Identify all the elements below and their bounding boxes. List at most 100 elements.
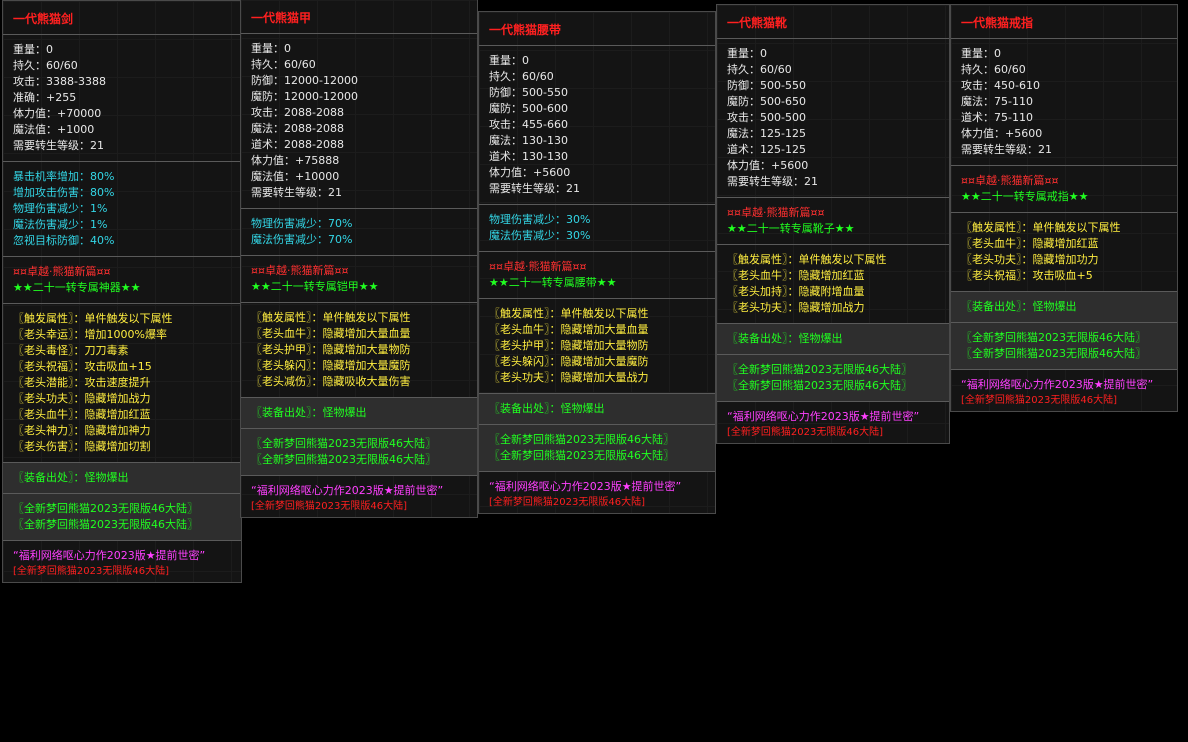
divider: [241, 302, 477, 303]
land-line: 〖全新梦回熊猫2023无限版46大陆〗: [489, 433, 674, 446]
stat-line: 体力值：+5600: [961, 127, 1043, 140]
divider: [717, 323, 949, 324]
section-band: [3, 494, 241, 540]
section-band: [717, 324, 949, 354]
trait-line: 〖触发属性〗：单件触发以下属性: [961, 221, 1121, 234]
land-line: 〖全新梦回熊猫2023无限版46大陆〗: [961, 347, 1146, 360]
section-band: [241, 398, 477, 428]
trait-line: 〖老头功夫〗：隐藏增加功力: [961, 253, 1099, 266]
land-line: 〖全新梦回熊猫2023无限版46大陆〗: [13, 502, 198, 515]
stat-line: 魔法：75-110: [961, 95, 1033, 108]
footer: [全新梦回熊猫2023无限版46大陆]: [489, 497, 645, 508]
trait-line: 〖老头加持〗：隐藏附增血量: [727, 285, 865, 298]
bonus-line: 物理伤害减少：30%: [489, 213, 591, 226]
stat-line: 魔法：125-125: [727, 127, 806, 140]
item-tooltip: 一代熊猫腰带 重量：0 持久：60/60 防御：500-550 魔防：500-600 攻击…: [478, 11, 716, 514]
trait-line: 〖老头功夫〗：隐藏增加战力: [727, 301, 865, 314]
item-title: 一代熊猫剑: [13, 12, 74, 26]
item-title: 一代熊猫戒指: [961, 16, 1034, 30]
set-tag: ★★二十一转专属铠甲★★: [251, 280, 379, 293]
stat-line: 重量：0: [489, 54, 529, 67]
item-source: 〖装备出处〗：怪物爆出: [251, 406, 367, 419]
trait-line: 〖老头血牛〗：隐藏增加大量血量: [251, 327, 411, 340]
item-tooltip: 一代熊猫戒指 重量：0 持久：60/60 攻击：450-610 魔法：75-110 道术：…: [950, 4, 1178, 412]
land-line: 〖全新梦回熊猫2023无限版46大陆〗: [251, 437, 436, 450]
stat-line: 需要转生等级：21: [727, 175, 818, 188]
section-band: [951, 292, 1177, 322]
divider: [479, 45, 715, 46]
stat-line: 魔法：130-130: [489, 134, 568, 147]
divider: [479, 471, 715, 472]
stat-line: 体力值：+5600: [727, 159, 809, 172]
section-band: [241, 429, 477, 475]
slogan: “福利网络呕心力作2023版★提前世密”: [727, 410, 920, 423]
item-source: 〖装备出处〗：怪物爆出: [489, 402, 605, 415]
trait-line: 〖老头血牛〗：隐藏增加红蓝: [727, 269, 865, 282]
set-tag: ★★二十一转专属戒指★★: [961, 190, 1089, 203]
divider: [951, 212, 1177, 213]
divider: [241, 33, 477, 34]
divider: [479, 393, 715, 394]
land-line: 〖全新梦回熊猫2023无限版46大陆〗: [251, 453, 436, 466]
stat-line: 魔防：12000-12000: [251, 90, 358, 103]
divider: [241, 475, 477, 476]
stat-line: 需要转生等级：21: [489, 182, 580, 195]
stat-line: 道术：75-110: [961, 111, 1033, 124]
divider: [717, 38, 949, 39]
stat-line: 攻击：450-610: [961, 79, 1040, 92]
bonus-line: 物理伤害减少：70%: [251, 217, 353, 230]
divider: [717, 354, 949, 355]
set-name: ¤¤卓越·熊猫新篇¤¤: [961, 174, 1059, 187]
divider: [241, 255, 477, 256]
trait-line: 〖老头血牛〗：隐藏增加大量血量: [489, 323, 649, 336]
item-tooltip: 一代熊猫甲 重量：0 持久：60/60 防御：12000-12000 魔防：12000-…: [240, 0, 478, 518]
divider: [479, 204, 715, 205]
stat-line: 魔防：500-600: [489, 102, 568, 115]
bonus-line: 魔法伤害减少：70%: [251, 233, 353, 246]
trait-line: 〖老头护甲〗：隐藏增加大量物防: [251, 343, 411, 356]
item-tooltip: 一代熊猫靴 重量：0 持久：60/60 防御：500-550 魔防：500-650 攻击：…: [716, 4, 950, 444]
stat-line: 魔防：500-650: [727, 95, 806, 108]
trait-line: 〖触发属性〗：单件触发以下属性: [489, 307, 649, 320]
divider: [3, 34, 241, 35]
set-name: ¤¤卓越·熊猫新篇¤¤: [489, 260, 587, 273]
trait-line: 〖老头幸运〗：增加1000%爆率: [13, 328, 167, 341]
footer: [全新梦回熊猫2023无限版46大陆]: [251, 501, 407, 512]
divider: [479, 298, 715, 299]
trait-line: 〖老头毒怪〗：刀刀毒素: [13, 344, 129, 357]
stat-line: 攻击：455-660: [489, 118, 568, 131]
item-title: 一代熊猫腰带: [489, 23, 562, 37]
trait-line: 〖老头功夫〗：隐藏增加大量战力: [489, 371, 649, 384]
trait-line: 〖老头躲闪〗：隐藏增加大量魔防: [251, 359, 411, 372]
trait-line: 〖老头神力〗：隐藏增加神力: [13, 424, 151, 437]
stat-line: 防御：500-550: [489, 86, 568, 99]
slogan: “福利网络呕心力作2023版★提前世密”: [251, 484, 444, 497]
bonus-line: 物理伤害减少：1%: [13, 202, 108, 215]
divider: [3, 540, 241, 541]
bonus-line: 魔法伤害减少：30%: [489, 229, 591, 242]
bonus-line: 暴击机率增加：80%: [13, 170, 115, 183]
slogan: “福利网络呕心力作2023版★提前世密”: [489, 480, 682, 493]
divider: [951, 369, 1177, 370]
section-band: [479, 425, 715, 471]
item-source: 〖装备出处〗：怪物爆出: [13, 471, 129, 484]
section-band: [479, 394, 715, 424]
divider: [3, 256, 241, 257]
divider: [3, 161, 241, 162]
slogan: “福利网络呕心力作2023版★提前世密”: [961, 378, 1154, 391]
divider: [479, 424, 715, 425]
stat-line: 重量：0: [13, 43, 53, 56]
stat-line: 攻击：500-500: [727, 111, 806, 124]
trait-line: 〖老头躲闪〗：隐藏增加大量魔防: [489, 355, 649, 368]
item-tooltip: 一代熊猫剑 重量：0 持久：60/60 攻击：3388-3388 准确：+255 体力值：…: [2, 0, 242, 583]
trait-line: 〖触发属性〗：单件触发以下属性: [251, 311, 411, 324]
stat-line: 需要转生等级：21: [961, 143, 1052, 156]
divider: [951, 38, 1177, 39]
item-title: 一代熊猫靴: [727, 16, 788, 30]
stat-line: 需要转生等级：21: [13, 139, 104, 152]
section-band: [3, 463, 241, 493]
land-line: 〖全新梦回熊猫2023无限版46大陆〗: [13, 518, 198, 531]
divider: [3, 462, 241, 463]
bonus-line: 魔法伤害减少：1%: [13, 218, 108, 231]
divider: [717, 244, 949, 245]
